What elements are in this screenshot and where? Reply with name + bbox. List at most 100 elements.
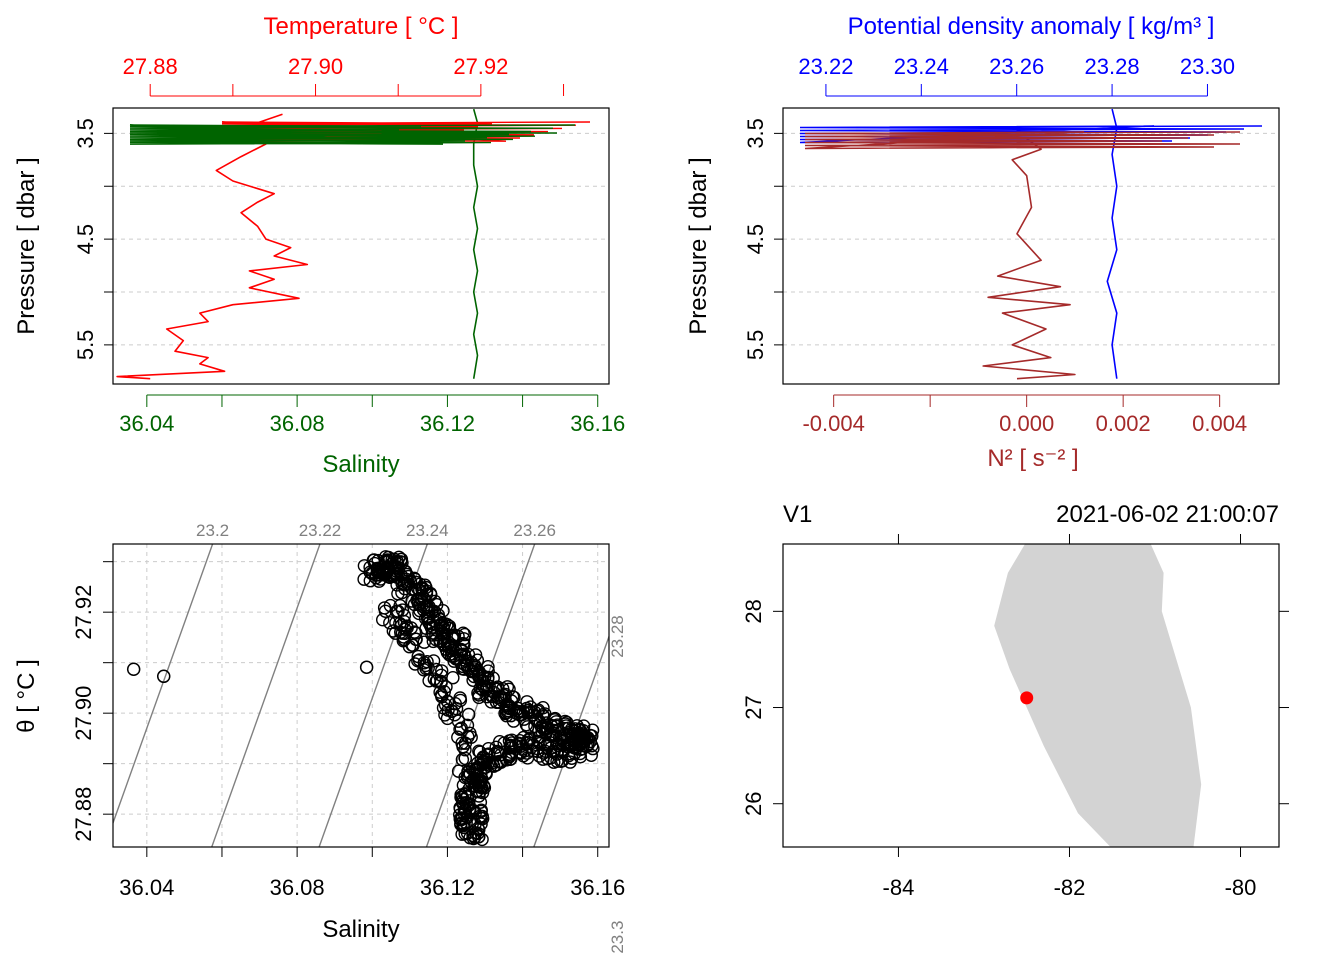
ts-point — [536, 708, 550, 722]
isopycnal-label: 23.28 — [608, 615, 627, 658]
p1-grid — [113, 132, 609, 346]
ts-theta-axis-title: θ [ °C ] — [13, 659, 40, 733]
ts-point — [475, 682, 489, 696]
ts-point — [453, 691, 467, 705]
bottom-axis-tick-label: 36.12 — [420, 411, 475, 436]
p3-points — [126, 550, 600, 847]
p2-frame — [782, 107, 1280, 385]
ts-point — [462, 707, 476, 722]
n2-surface-spikes — [804, 131, 1241, 150]
top-axis-tick-label: 23.28 — [1085, 54, 1140, 79]
top-axis-tick-label: 23.24 — [894, 54, 949, 79]
top-axis-tick-label: 27.90 — [288, 54, 343, 79]
map-lon-tick-label: -80 — [1225, 875, 1257, 900]
ts-point — [126, 662, 141, 676]
ts-point — [156, 669, 171, 684]
ts-point — [563, 755, 577, 769]
florida-landmass — [994, 544, 1202, 847]
p3-axes: 36.04 36.08 36.12 36.16 27.88 27.90 27.92 — [71, 561, 625, 900]
isopycnal-label: 23.3 — [608, 921, 627, 954]
ts-point — [429, 662, 444, 677]
series-line-salinity — [472, 108, 479, 379]
density-n2-profile-panel: 3.5 4.5 5.5 23.22 23.24 23.26 23.28 23.30 -0.004… — [685, 13, 1280, 472]
ts-point — [506, 714, 521, 728]
map-lat-tick-label: 28 — [741, 599, 766, 623]
top-axis-tick-label: 27.88 — [123, 54, 178, 79]
ts-point — [512, 737, 526, 751]
density-axis-title: Potential density anomaly [ kg/m³ ] — [848, 13, 1215, 40]
isopycnal-label: 23.24 — [406, 521, 449, 540]
isopycnal-label: 23.22 — [299, 521, 342, 540]
ts-point — [457, 662, 471, 676]
ts-point — [458, 653, 472, 667]
ts-point — [454, 790, 468, 804]
p3-isopycnal-labels: 23.2 23.22 23.24 23.26 23.28 23.3 — [196, 521, 627, 954]
series-line-n2 — [982, 138, 1076, 380]
ts-y-tick-label: 27.90 — [71, 686, 96, 741]
p1-series — [116, 108, 591, 380]
ts-point — [503, 741, 518, 755]
ts-point — [411, 649, 425, 664]
ts-x-tick-label: 36.12 — [420, 875, 475, 900]
ts-point — [554, 743, 569, 757]
isopycnal-line — [211, 544, 321, 847]
ts-point — [438, 708, 452, 722]
ts-point — [523, 731, 537, 745]
ts-point — [381, 554, 395, 568]
ts-point — [528, 705, 542, 719]
ts-point — [451, 730, 465, 744]
p4-land — [994, 544, 1202, 847]
ts-point — [422, 674, 436, 688]
p2-axes: 3.5 4.5 5.5 23.22 23.24 23.26 23.28 23.30 -0.004… — [743, 54, 1247, 436]
isopycnal-line — [533, 634, 609, 847]
map-lat-tick-label: 26 — [741, 791, 766, 815]
ts-point — [416, 603, 431, 617]
ts-point — [409, 632, 423, 646]
ts-point — [465, 762, 480, 776]
ts-point — [472, 690, 486, 705]
series-line-potential-density-anomaly — [1106, 108, 1118, 379]
ts-point — [466, 665, 480, 679]
ts-point — [531, 744, 545, 759]
ts-point — [464, 730, 478, 744]
ts-y-tick-label: 27.88 — [71, 787, 96, 842]
pressure-tick-label: 5.5 — [73, 330, 98, 361]
ts-y-tick-label: 27.92 — [71, 585, 96, 640]
ts-point — [516, 749, 530, 763]
ts-point — [399, 619, 414, 633]
ts-point — [456, 636, 470, 651]
n2-axis-title: N² [ s⁻² ] — [987, 445, 1078, 472]
p3-frame — [112, 543, 610, 848]
top-axis-tick-label: 27.92 — [453, 54, 508, 79]
ts-point — [540, 752, 555, 766]
temperature-axis-title: Temperature [ °C ] — [264, 13, 459, 40]
bottom-axis-tick-label: 36.08 — [270, 411, 325, 436]
ts-point — [448, 708, 462, 722]
ts-point — [460, 718, 475, 732]
ts-point — [400, 574, 414, 588]
series-line-temperature — [116, 113, 309, 380]
ts-point — [389, 604, 404, 619]
ts-point — [493, 689, 507, 703]
station-map-panel: -84 -82 -80 26 27 28 V1 2021-06-02 21:00:07 — [741, 501, 1289, 900]
ts-point — [460, 826, 475, 840]
ts-point — [453, 722, 467, 736]
top-axis-tick-label: 23.22 — [798, 54, 853, 79]
map-lon-tick-label: -82 — [1054, 875, 1086, 900]
ts-point — [385, 553, 399, 567]
ts-point — [468, 830, 482, 844]
bottom-axis-tick-label: 36.16 — [570, 411, 625, 436]
station-name-label: V1 — [783, 501, 812, 528]
salinity-axis-title: Salinity — [322, 451, 399, 478]
ts-point — [383, 616, 397, 630]
p1-frame — [112, 107, 610, 385]
ts-diagram-panel: 36.04 36.08 36.12 36.16 27.88 27.90 27.92 23.2… — [13, 521, 749, 954]
ts-x-tick-label: 36.08 — [270, 875, 325, 900]
ts-point — [472, 775, 487, 790]
p3-grid — [113, 544, 609, 847]
top-axis-tick-label: 23.30 — [1180, 54, 1235, 79]
bottom-axis-tick-label: 0.000 — [999, 411, 1054, 436]
ts-point — [557, 736, 572, 750]
isopycnal-line — [641, 544, 749, 847]
